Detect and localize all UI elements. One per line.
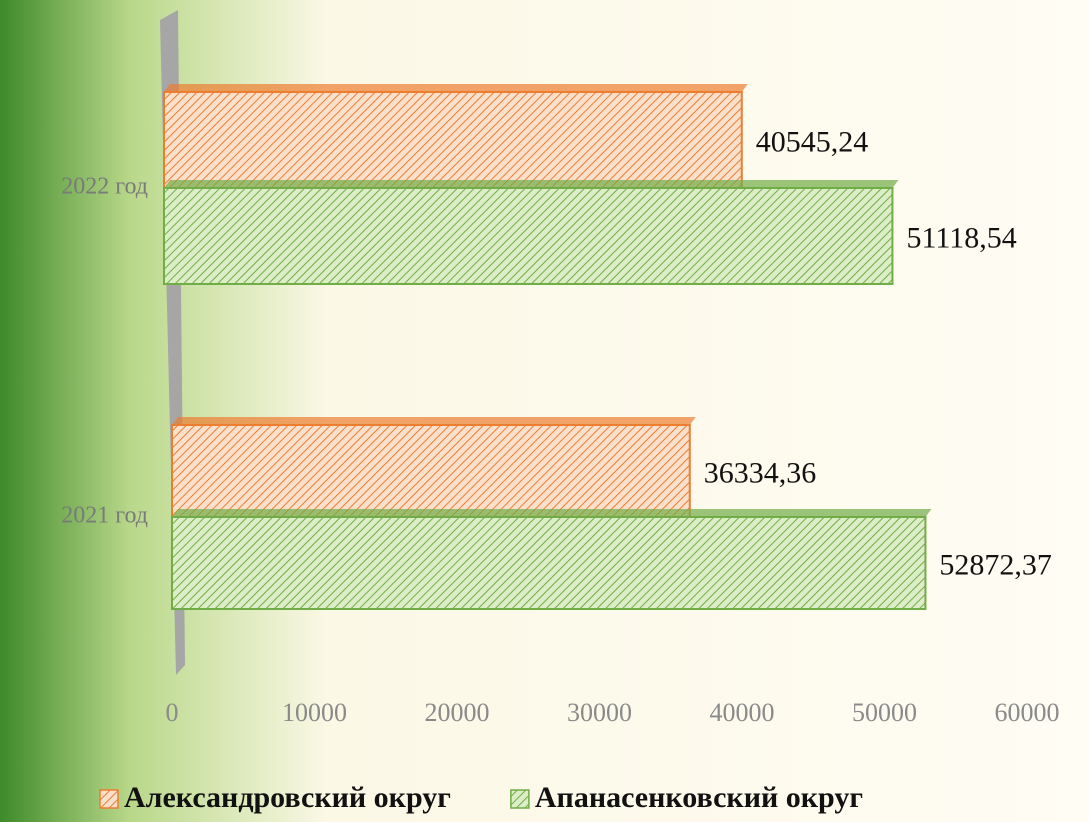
chart: 0 10000 20000 30000 40000 50000 60000 2022 год 4… <box>0 0 1089 822</box>
bar-top <box>164 84 748 92</box>
bar <box>172 425 690 517</box>
x-tick-label: 60000 <box>995 698 1060 727</box>
value-label: 51118,54 <box>906 222 1016 255</box>
value-label: 40545,24 <box>756 126 869 159</box>
legend-label: Апанасенковский округ <box>535 781 863 814</box>
value-label: 36334,36 <box>704 456 817 489</box>
bar <box>164 92 742 188</box>
legend-swatch <box>511 790 529 808</box>
bar <box>172 517 925 609</box>
x-tick-label: 0 <box>166 698 179 727</box>
value-label: 52872,37 <box>939 548 1052 581</box>
bar <box>164 188 892 284</box>
x-tick-label: 40000 <box>710 698 775 727</box>
bar-top <box>164 180 898 188</box>
x-tick-label: 20000 <box>425 698 490 727</box>
category-label: 2021 год <box>61 503 148 529</box>
bar-top <box>172 417 696 425</box>
legend-swatch <box>100 790 118 808</box>
x-tick-label: 30000 <box>567 698 632 727</box>
legend-label: Александровский округ <box>124 781 451 814</box>
category-label: 2022 год <box>61 174 148 200</box>
x-tick-label: 10000 <box>282 698 347 727</box>
bar-top <box>172 509 931 517</box>
x-tick-label: 50000 <box>852 698 917 727</box>
